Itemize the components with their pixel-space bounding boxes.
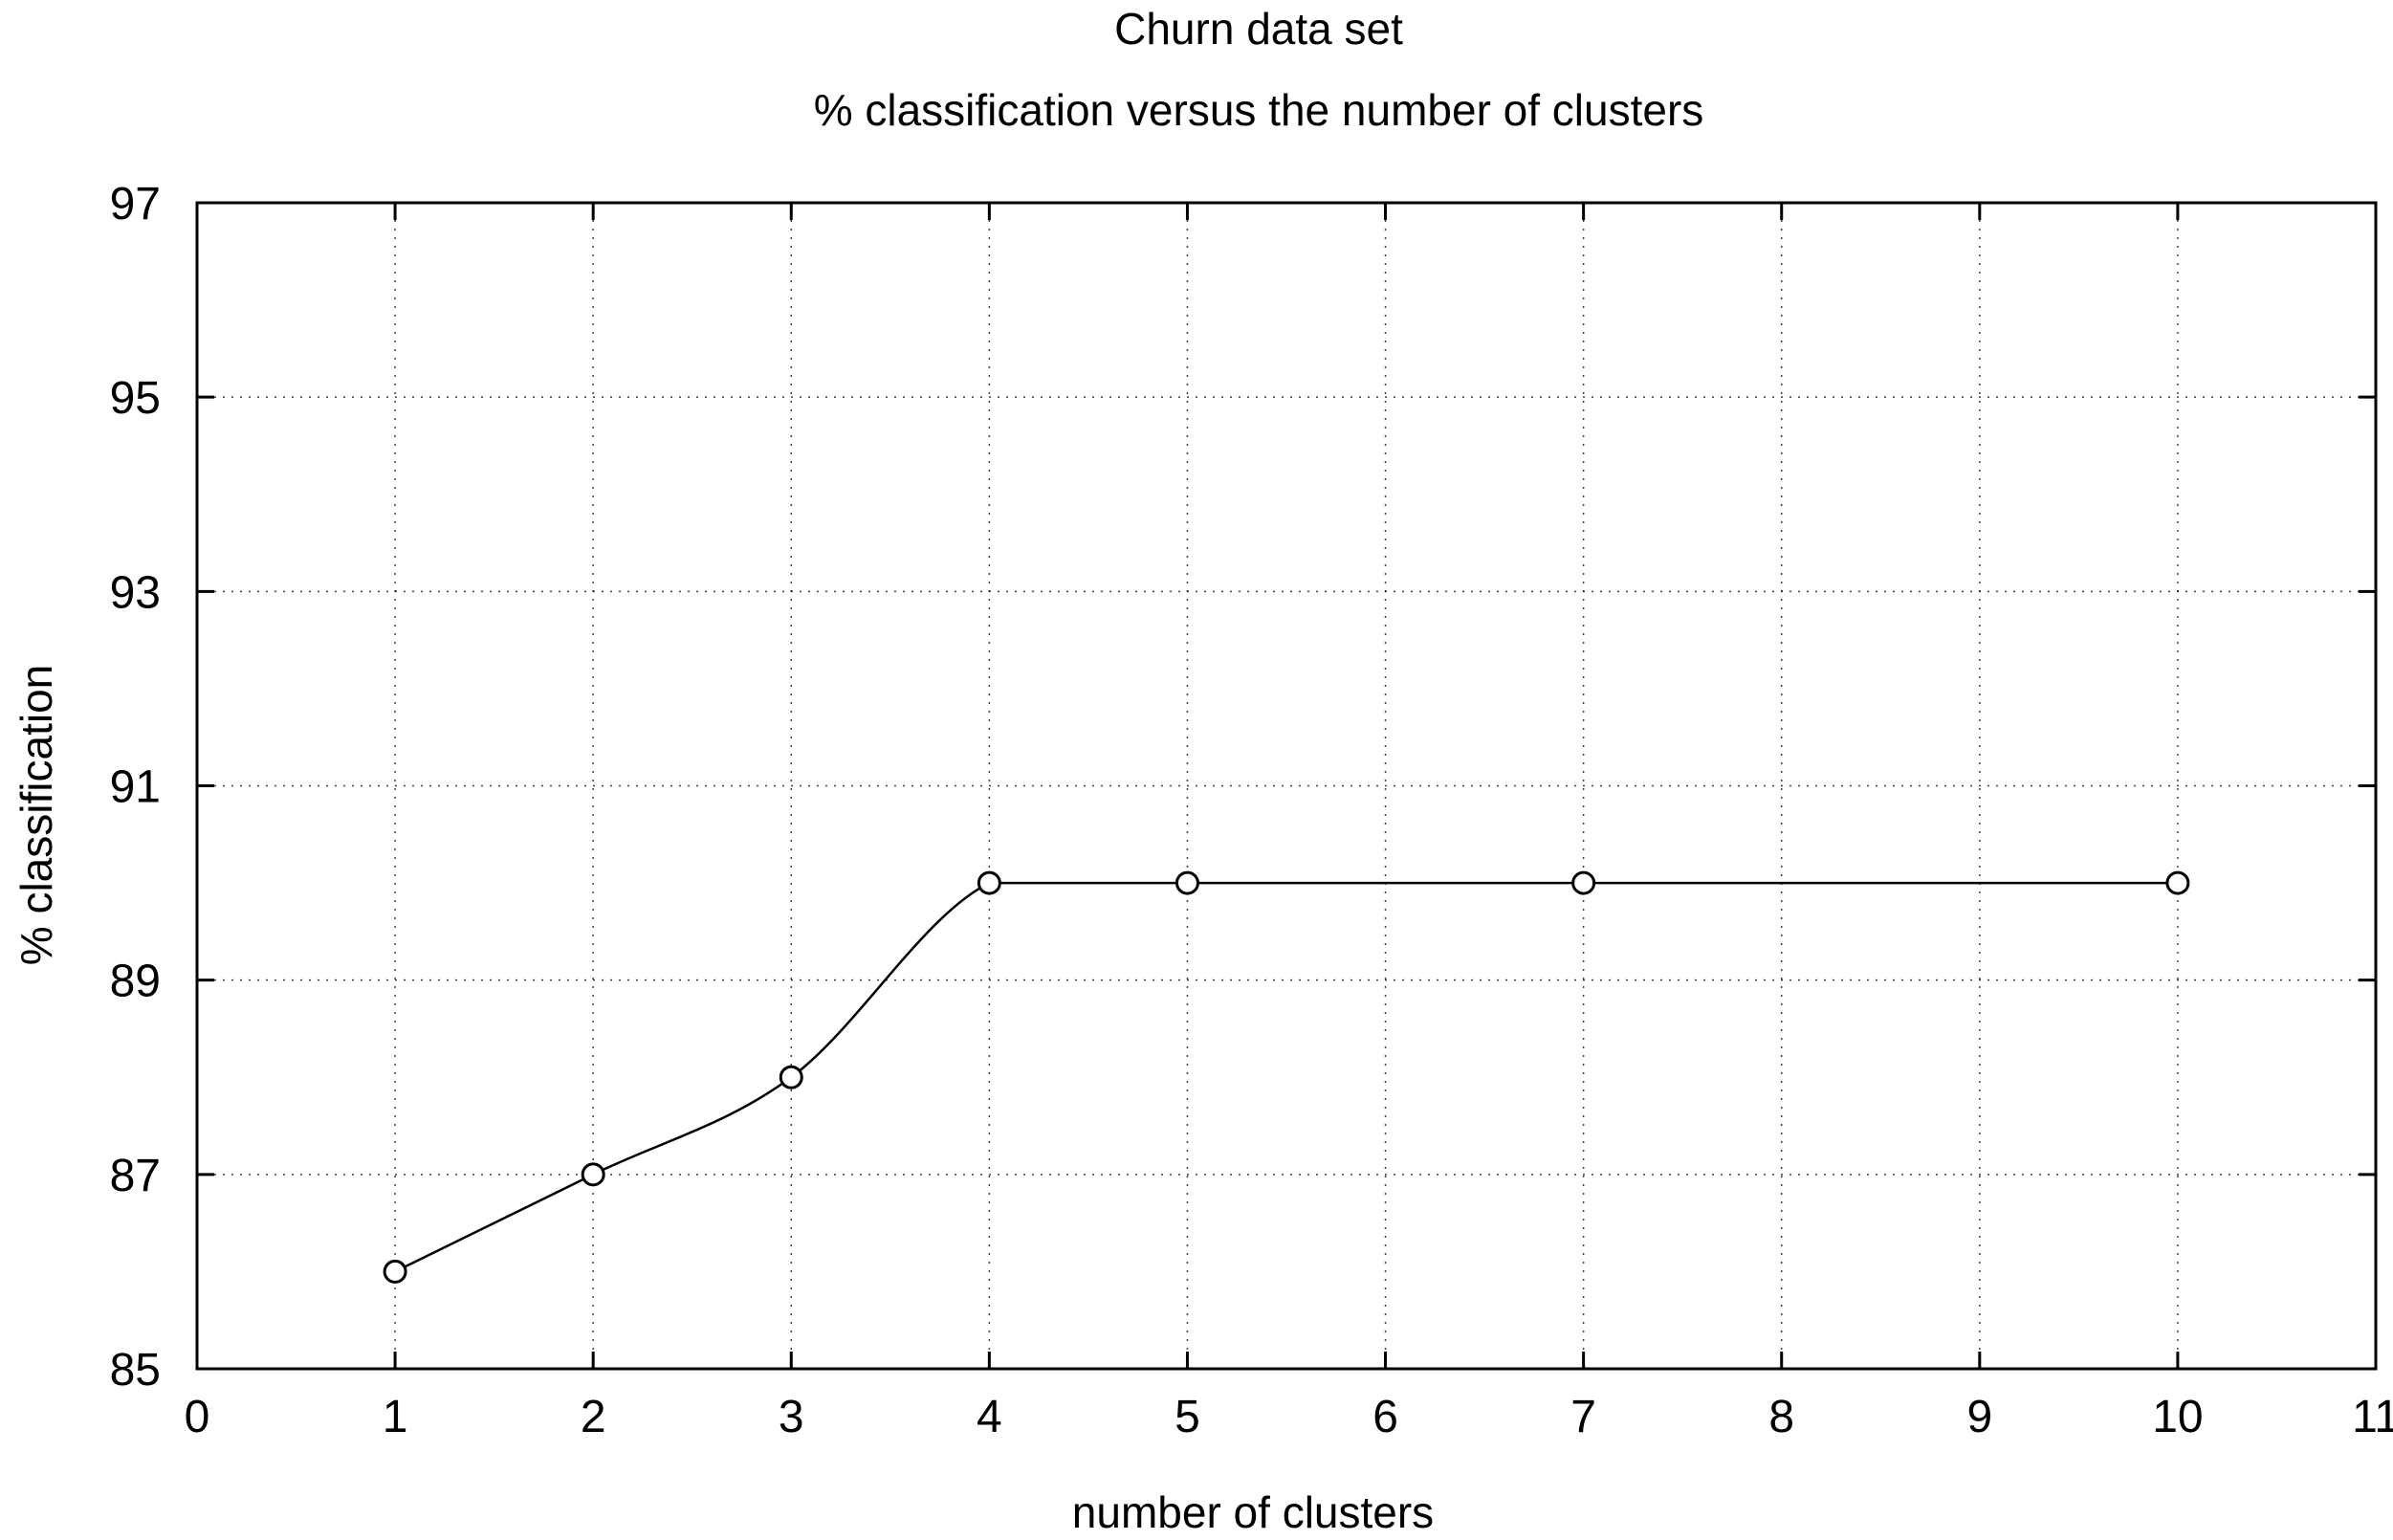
series-layer — [394, 881, 2178, 1273]
y-tick-label-97: 97 — [110, 179, 161, 230]
x-tick-label-6: 6 — [1372, 1392, 1398, 1442]
x-tick-label-2: 2 — [581, 1392, 606, 1442]
grid-lines — [197, 203, 2376, 1369]
y-tick-label-93: 93 — [110, 567, 161, 618]
x-tick-label-7: 7 — [1570, 1392, 1596, 1442]
data-point-x10 — [2165, 870, 2190, 895]
series-line-0 — [394, 881, 2178, 1273]
x-tick-label-4: 4 — [977, 1392, 1002, 1442]
x-tick-label-11: 11 — [2352, 1392, 2393, 1442]
x-axis-label: number of clusters — [1072, 1487, 1434, 1537]
data-point-x2 — [581, 1162, 605, 1187]
chart-subtitle: % classification versus the number of cl… — [814, 85, 1704, 135]
data-point-x4 — [977, 870, 1001, 895]
y-tick-label-95: 95 — [110, 373, 161, 424]
x-tick-label-5: 5 — [1175, 1392, 1200, 1442]
data-point-x7 — [1571, 870, 1596, 895]
data-points — [383, 870, 2190, 1284]
y-axis-label: % classification — [11, 665, 61, 965]
x-tick-label-1: 1 — [383, 1392, 408, 1442]
data-point-x1 — [383, 1259, 407, 1284]
x-tick-label-10: 10 — [2152, 1392, 2203, 1442]
y-tick-label-85: 85 — [110, 1345, 161, 1396]
y-tick-label-89: 89 — [110, 957, 161, 1007]
x-tick-label-3: 3 — [779, 1392, 804, 1442]
data-point-x5 — [1175, 870, 1199, 895]
x-tick-label-9: 9 — [1966, 1392, 1992, 1442]
data-point-x3 — [779, 1065, 803, 1089]
y-tick-label-87: 87 — [110, 1151, 161, 1201]
y-tick-label-91: 91 — [110, 762, 161, 813]
chart-title: Churn data set — [1114, 4, 1403, 54]
plot-area-frame — [195, 201, 2378, 1371]
x-tick-label-8: 8 — [1768, 1392, 1794, 1442]
x-tick-label-0: 0 — [185, 1392, 210, 1442]
